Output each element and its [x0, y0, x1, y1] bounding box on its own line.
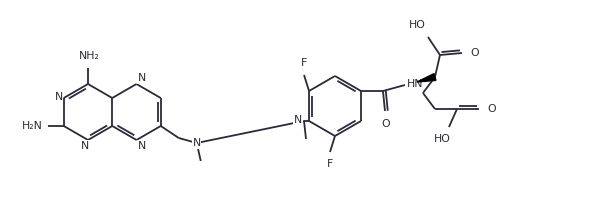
Polygon shape	[417, 74, 436, 82]
Text: HO: HO	[409, 20, 426, 30]
Text: N: N	[294, 115, 302, 125]
Text: N: N	[81, 141, 89, 151]
Text: F: F	[327, 159, 333, 169]
Text: O: O	[487, 104, 495, 114]
Text: N: N	[193, 138, 201, 148]
Text: O: O	[382, 119, 390, 129]
Text: HN: HN	[407, 79, 423, 89]
Text: F: F	[301, 58, 307, 68]
Text: HO: HO	[434, 134, 451, 144]
Text: N: N	[137, 141, 146, 151]
Text: NH₂: NH₂	[79, 51, 99, 61]
Text: N: N	[54, 92, 63, 102]
Text: N: N	[137, 73, 146, 83]
Text: O: O	[470, 48, 479, 58]
Text: H₂N: H₂N	[22, 121, 43, 131]
